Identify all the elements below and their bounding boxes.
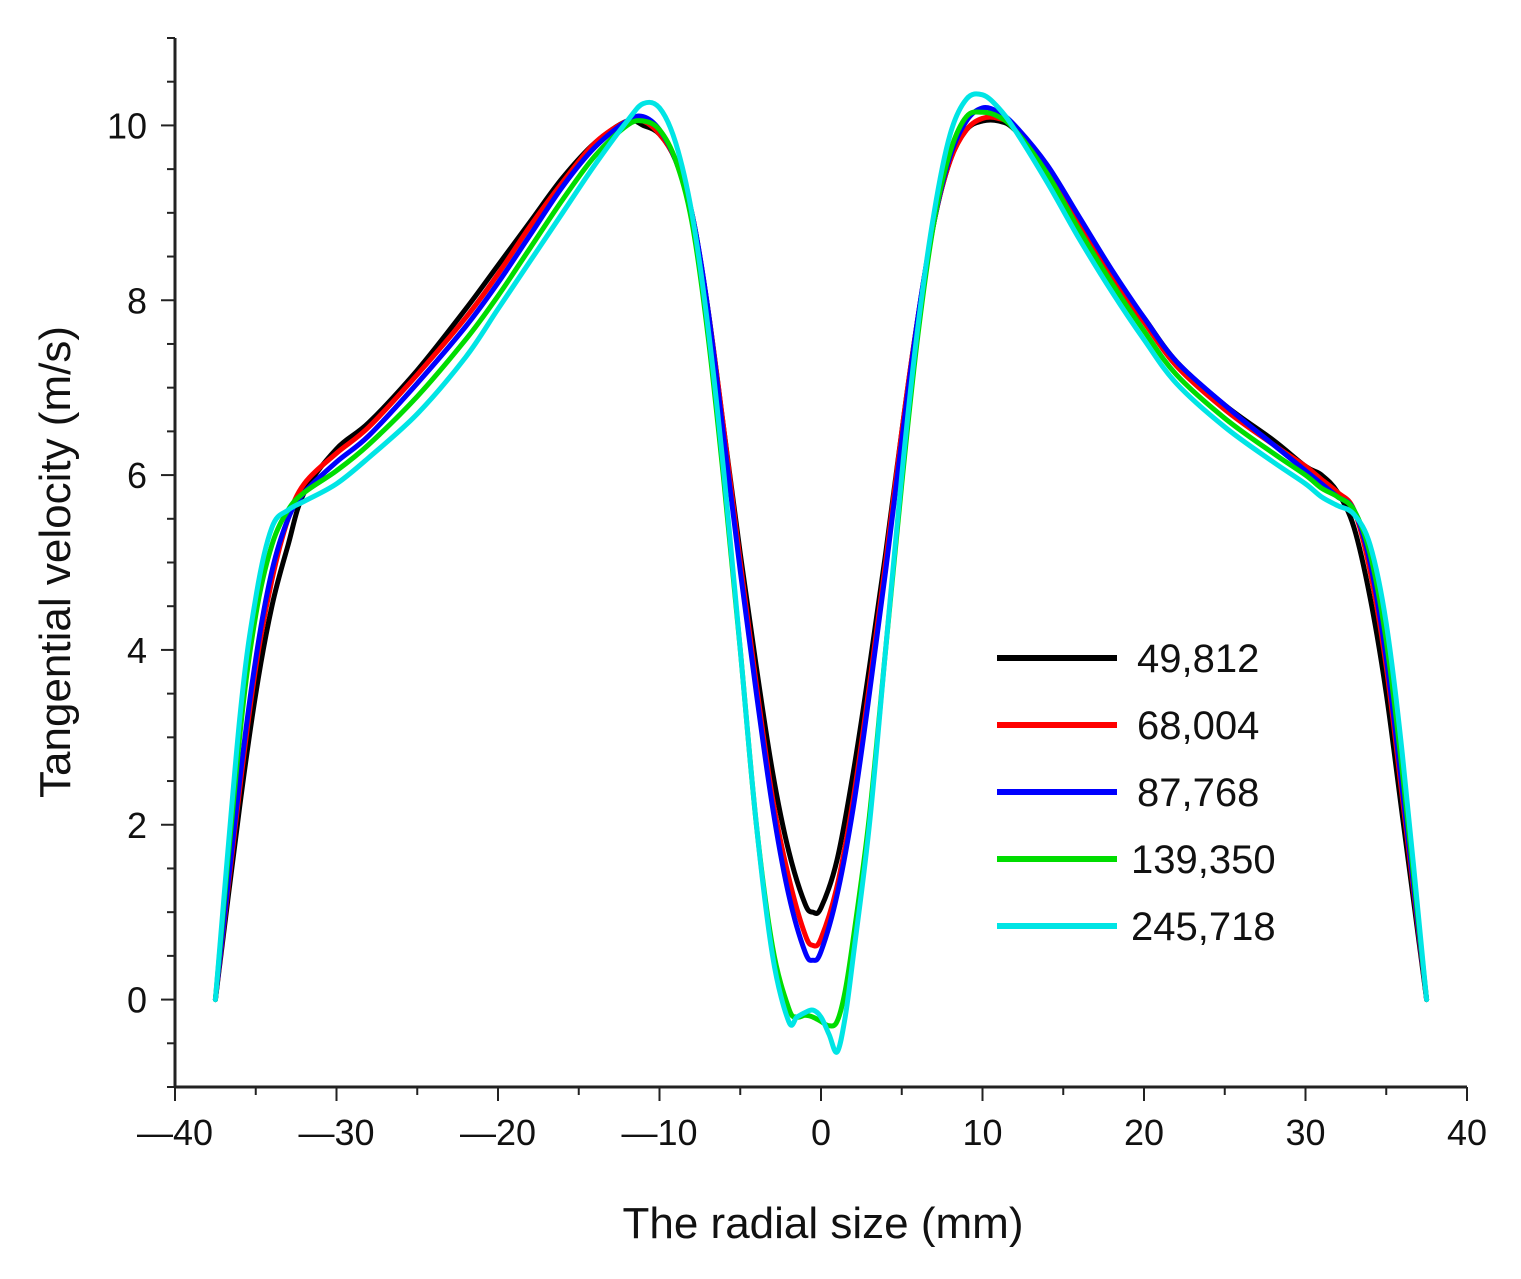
x-tick-label: —10 — [621, 1112, 697, 1153]
y-tick-label: 4 — [127, 630, 147, 671]
plot-area: —40 —30 —20 —10 0 10 20 30 40 0 2 4 6 8 10 — [107, 37, 1487, 1153]
y-axis-ticks: 0 2 4 6 8 10 — [107, 37, 175, 1088]
y-tick-label: 2 — [127, 805, 147, 846]
legend: 49,812 68,004 87,768 139,350 245,718 — [997, 637, 1276, 949]
legend-label: 139,350 — [1131, 838, 1276, 882]
series-line-5 — [212, 91, 1430, 1055]
legend-label: 68,004 — [1137, 704, 1259, 748]
x-axis-title: The radial size (mm) — [623, 1199, 1024, 1248]
x-tick-label: —20 — [460, 1112, 536, 1153]
x-axis-ticks: —40 —30 —20 —10 0 10 20 30 40 — [137, 1087, 1487, 1153]
x-tick-label: 0 — [811, 1112, 831, 1153]
y-axis-title: Tangential velocity (m/s) — [31, 326, 80, 798]
x-tick-label: 40 — [1447, 1112, 1487, 1153]
legend-label: 87,768 — [1137, 771, 1259, 815]
x-tick-label: 20 — [1124, 1112, 1164, 1153]
y-tick-label: 10 — [107, 105, 147, 146]
y-tick-label: 0 — [127, 980, 147, 1021]
series-group — [212, 91, 1430, 1055]
series-line-4 — [212, 109, 1430, 1029]
x-tick-label: 10 — [962, 1112, 1002, 1153]
series-line-2 — [212, 114, 1430, 1003]
y-tick-label: 8 — [127, 280, 147, 321]
legend-label: 245,718 — [1131, 905, 1276, 949]
y-tick-label: 6 — [127, 455, 147, 496]
series-line-3 — [212, 105, 1430, 1003]
x-tick-label: —30 — [298, 1112, 374, 1153]
x-tick-label: 30 — [1285, 1112, 1325, 1153]
legend-label: 49,812 — [1137, 637, 1259, 681]
x-tick-label: —40 — [137, 1112, 213, 1153]
